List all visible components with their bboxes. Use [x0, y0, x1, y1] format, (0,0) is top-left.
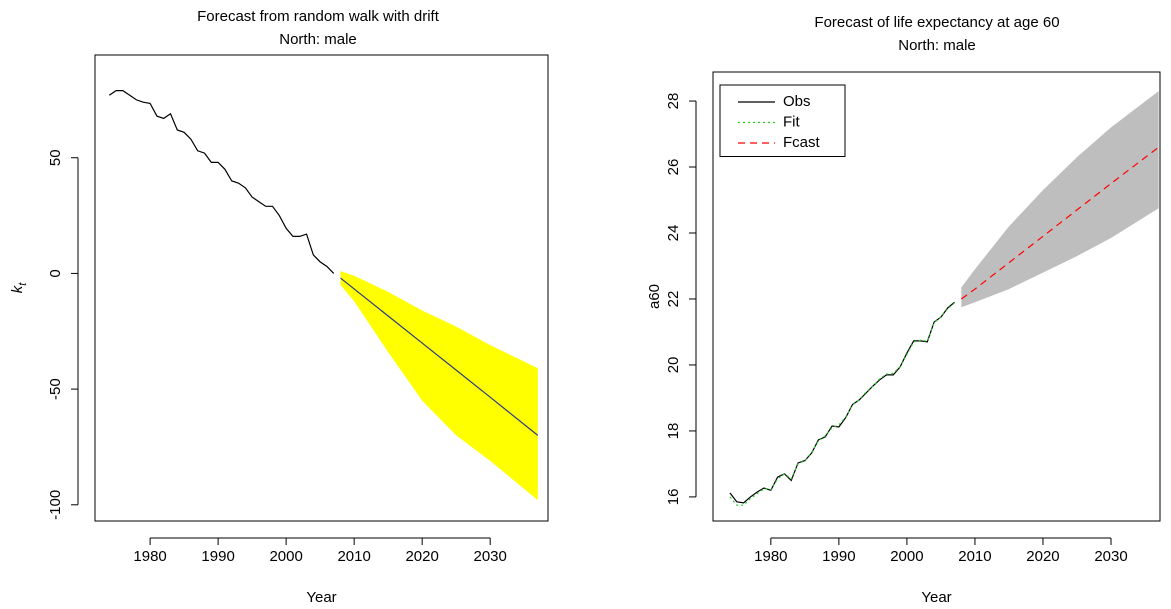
- x-tick-label: 2030: [473, 548, 506, 565]
- y-tick-label: 16: [665, 489, 682, 506]
- y-tick-label: 24: [665, 225, 682, 242]
- y-tick-label: 18: [665, 423, 682, 440]
- legend-box: [719, 84, 846, 157]
- legend-label: Obs: [783, 93, 811, 110]
- x-tick-label: 2010: [958, 548, 991, 565]
- plot-frame: [94, 54, 549, 522]
- y-tick-label: 22: [665, 291, 682, 308]
- y-tick-label: -50: [47, 378, 64, 400]
- x-tick-label: 2020: [405, 548, 438, 565]
- y-tick-label: 26: [665, 159, 682, 176]
- chart-title: Forecast of life expectancy at age 60: [814, 14, 1059, 31]
- legend-label: Fit: [783, 113, 800, 130]
- series-line: [108, 90, 335, 274]
- y-tick-label: 28: [665, 93, 682, 110]
- x-tick-label: 2000: [890, 548, 923, 565]
- y-tick-label: 20: [665, 357, 682, 374]
- x-tick-label: 2020: [1026, 548, 1059, 565]
- y-axis-label: a60: [646, 284, 663, 309]
- x-tick-label: 1980: [133, 548, 166, 565]
- x-axis-label: Year: [921, 589, 951, 606]
- x-tick-label: 2030: [1094, 548, 1127, 565]
- y-tick-label: 50: [47, 149, 64, 166]
- plot-frame: [712, 71, 1161, 522]
- legend-label: Fcast: [783, 134, 821, 151]
- series-line: [729, 301, 955, 504]
- forecast-band: [961, 91, 1159, 308]
- chart-title: Forecast from random walk with drift: [197, 8, 440, 25]
- x-tick-label: 2010: [337, 548, 370, 565]
- series-line: [340, 277, 539, 436]
- x-tick-label: 1980: [754, 548, 787, 565]
- y-axis-label: kt: [9, 282, 29, 294]
- series-line: [960, 146, 1160, 300]
- y-axis-label-main: k: [9, 284, 26, 293]
- x-axis-label: Year: [306, 589, 336, 606]
- chart-subtitle: North: male: [898, 37, 976, 54]
- y-axis-label-sub: t: [17, 282, 29, 286]
- x-tick-label: 2000: [269, 548, 302, 565]
- y-tick-label: -100: [47, 490, 64, 520]
- x-tick-label: 1990: [201, 548, 234, 565]
- x-tick-label: 1990: [822, 548, 855, 565]
- forecast-band: [340, 271, 538, 501]
- chart-subtitle: North: male: [279, 31, 357, 48]
- series-line: [729, 302, 955, 506]
- y-tick-label: 0: [47, 269, 64, 277]
